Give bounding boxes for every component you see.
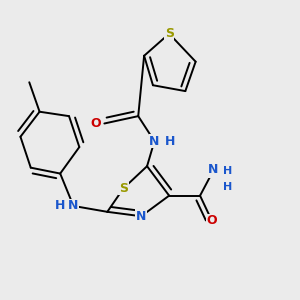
Text: N: N — [149, 135, 160, 148]
Text: S: S — [119, 182, 128, 195]
Text: N: N — [68, 200, 79, 212]
Text: N: N — [68, 200, 79, 212]
Text: O: O — [91, 117, 101, 130]
Text: N: N — [208, 164, 218, 177]
Text: N: N — [136, 210, 146, 223]
Text: N: N — [208, 163, 218, 176]
Text: H: H — [165, 135, 175, 148]
Text: H: H — [223, 182, 232, 192]
Text: N: N — [149, 135, 160, 148]
Text: H: H — [55, 200, 65, 212]
Text: S: S — [165, 27, 174, 40]
Text: O: O — [206, 214, 217, 227]
Text: H: H — [223, 167, 232, 176]
